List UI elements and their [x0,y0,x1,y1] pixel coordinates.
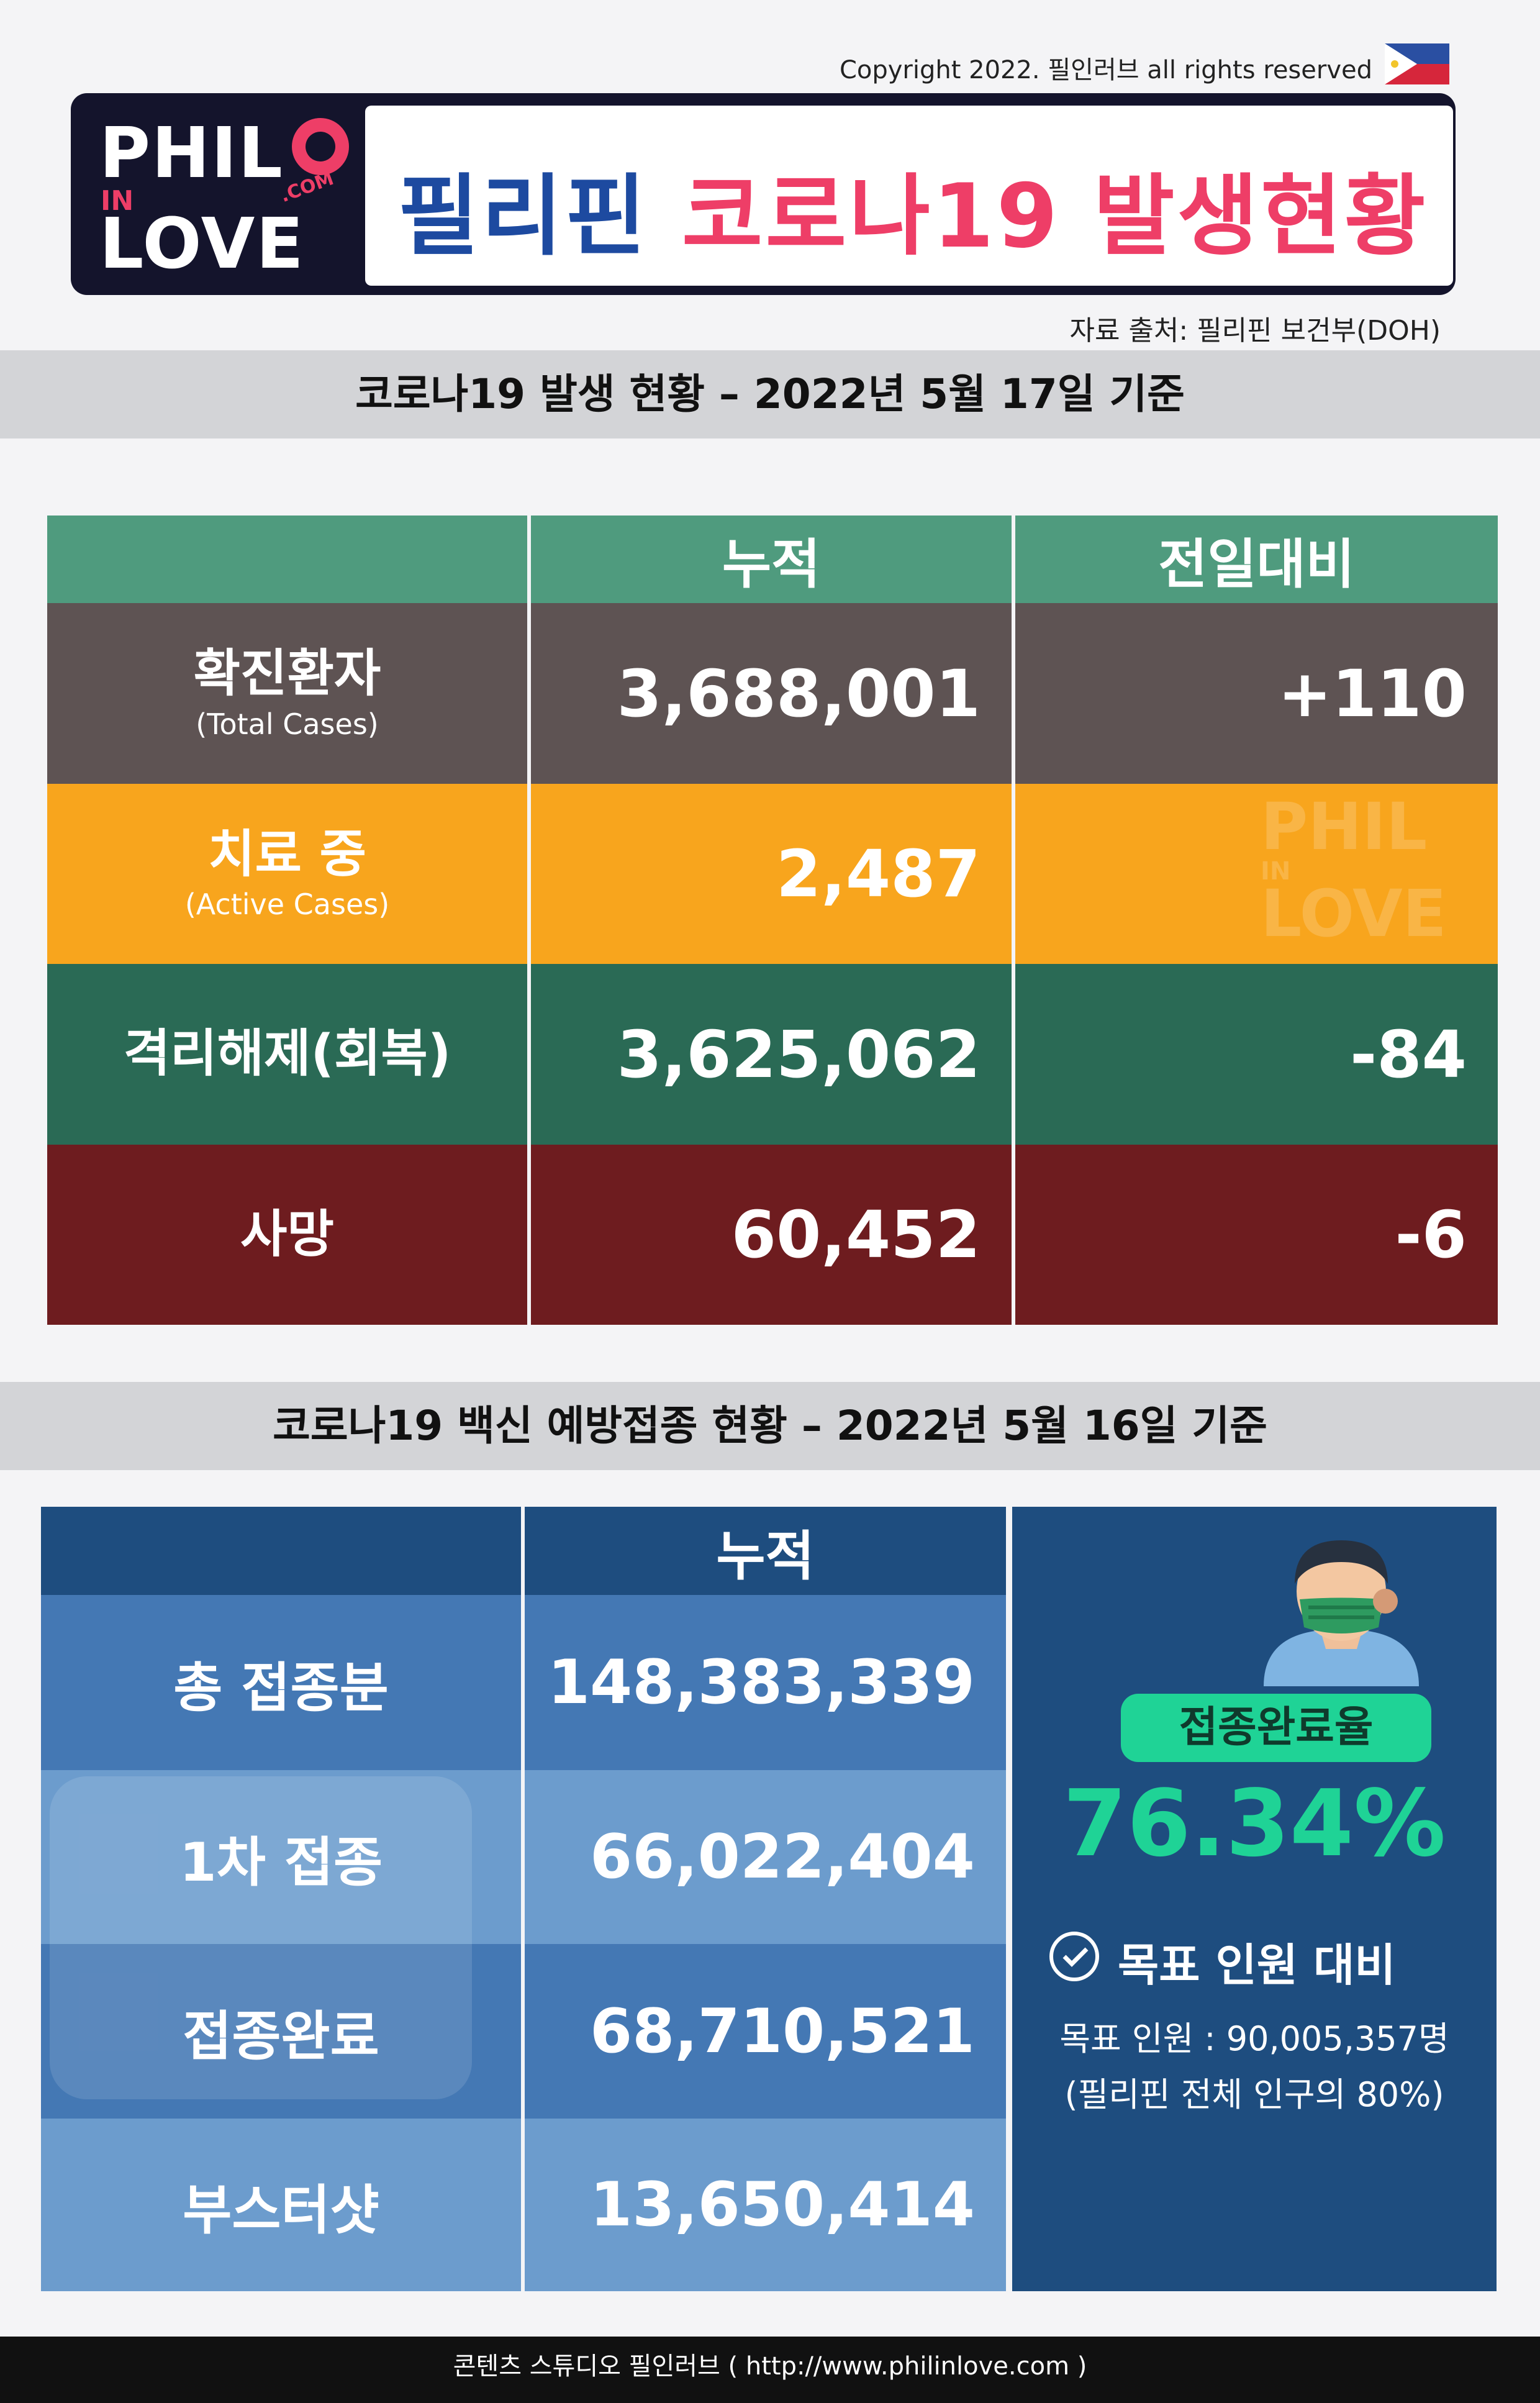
deaths-cumulative: 60,452 [531,1145,1012,1325]
footer: 콘텐츠 스튜디오 필인러브 ( http://www.philinlove.co… [0,2337,1540,2403]
title-philippines: 필리핀 [397,165,649,268]
completion-rate-value: 76.34% [1062,1770,1446,1877]
philinlove-logo: PHIL .COM IN LOVE [93,112,366,284]
goal-title: 목표 인원 대비 [1118,1939,1396,1991]
covid-section-title: 코로나19 발생 현황 – 2022년 5월 17일 기준 [0,350,1540,438]
recovered-cumulative: 3,625,062 [531,964,1012,1145]
row-recovered-label: 격리해제(회복) [47,964,527,1145]
table-header-blank [47,516,527,603]
active-cases-daily [1015,784,1498,964]
source-text: 자료 출처: 필리핀 보건부(DOH) [1069,315,1441,347]
watermark-logo: PHIL IN LOVE [1261,789,1447,952]
vaccine-fully-vaccinated-label: 접종완료 [41,1944,521,2119]
copyright-text: Copyright 2022. 필인러브 all rights reserved [839,56,1372,84]
vaccine-total-doses-value: 148,383,339 [525,1595,1006,1770]
total-cases-cumulative: 3,688,001 [531,603,1012,784]
philippines-flag-icon [1385,43,1449,84]
vaccine-section-title: 코로나19 백신 예방접종 현황 – 2022년 5월 16일 기준 [0,1382,1540,1470]
vaccine-booster-value: 13,650,414 [525,2119,1006,2291]
goal-population-note: (필리핀 전체 인구의 80%) [1064,2075,1444,2114]
row-total-cases-label: 확진환자 (Total Cases) [47,603,527,784]
vaccine-header-blank [41,1507,521,1595]
masked-person-icon [1264,1540,1419,1686]
col-cumulative: 누적 [531,516,1012,603]
vaccine-first-dose-value: 66,022,404 [525,1770,1006,1944]
vaccine-col-cumulative: 누적 [525,1507,1006,1595]
vaccine-booster-label: 부스터샷 [41,2119,521,2291]
vaccine-total-doses-label: 총 접종분 [41,1595,521,1770]
active-cases-cumulative: 2,487 [531,784,1012,964]
recovered-daily: -84 [1015,964,1498,1145]
watermark-logo-large [50,1776,472,2099]
page-title: 필리핀 코로나19 발생현황 [373,144,1453,272]
title-panel [365,106,1453,286]
completion-rate-badge: 접종완료율 [1121,1694,1431,1762]
goal-target-text: 목표 인원 : 90,005,357명 [1059,2019,1449,2058]
title-main: 코로나19 발생현황 [681,165,1428,268]
vaccine-first-dose-label: 1차 접종 [41,1770,521,1944]
deaths-daily: -6 [1015,1145,1498,1325]
row-active-cases-label: 치료 중 (Active Cases) [47,784,527,964]
col-daily-change: 전일대비 [1015,516,1498,603]
camera-shutter-icon [292,118,349,175]
vaccination-rate-panel [1012,1507,1497,2291]
check-circle-icon [1049,1932,1099,1981]
vaccine-fully-vaccinated-value: 68,710,521 [525,1944,1006,2119]
row-deaths-label: 사망 [47,1145,527,1325]
total-cases-daily: +110 [1015,603,1498,784]
